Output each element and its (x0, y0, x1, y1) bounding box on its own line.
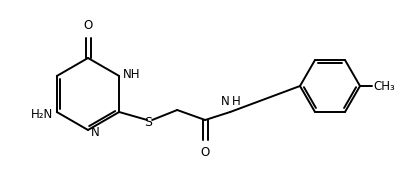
Text: O: O (83, 19, 93, 32)
Text: N: N (91, 126, 100, 139)
Text: H₂N: H₂N (31, 107, 53, 120)
Text: H: H (232, 95, 241, 108)
Text: N: N (220, 95, 229, 108)
Text: NH: NH (123, 68, 141, 81)
Text: O: O (201, 146, 210, 159)
Text: CH₃: CH₃ (373, 80, 395, 93)
Text: S: S (144, 115, 152, 128)
